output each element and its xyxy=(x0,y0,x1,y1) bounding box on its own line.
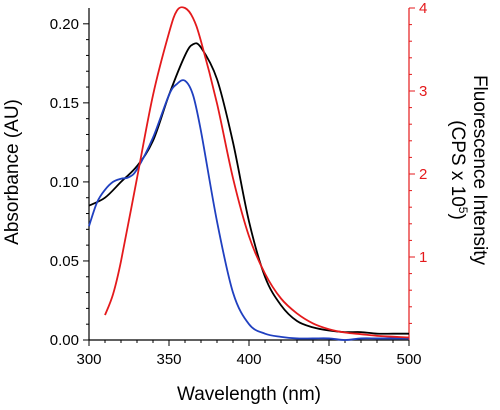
left-y-tick-label: 0.15 xyxy=(50,95,79,112)
x-tick-label: 450 xyxy=(316,351,341,368)
blue-absorbance-line xyxy=(88,79,409,341)
right-y-tick-label: 1 xyxy=(419,249,427,266)
left-y-tick-label: 0.10 xyxy=(50,174,79,191)
black-absorbance-line xyxy=(88,42,409,335)
chart-series xyxy=(88,6,410,341)
right-y-axis-title-line1: Fluorescence Intensity xyxy=(469,75,490,266)
x-tick-label: 300 xyxy=(76,351,101,368)
red-fluorescence-line xyxy=(104,6,410,339)
right-y-tick-label: 4 xyxy=(419,0,427,17)
chart-ticks: 300 350 400 450 500 0.00 0.05 0.10 0.15 0.20 1 2 3 4 xyxy=(50,0,428,368)
right-y-axis-title-superscript: 5 xyxy=(456,207,470,214)
left-y-tick-label: 0.20 xyxy=(50,16,79,33)
right-y-axis-title-suffix: ) xyxy=(447,213,468,219)
left-y-axis-title: Absorbance (AU) xyxy=(2,99,23,245)
left-y-tick-label: 0.05 xyxy=(50,253,79,270)
x-tick-label: 350 xyxy=(156,351,181,368)
right-y-axis-title-line2: (CPS x 105) xyxy=(447,120,470,220)
left-y-tick-label: 0.00 xyxy=(50,332,79,349)
x-tick-label: 500 xyxy=(396,351,421,368)
right-y-tick-label: 2 xyxy=(419,166,427,183)
right-y-axis-title-prefix: (CPS x 10 xyxy=(447,120,468,207)
x-axis-title: Wavelength (nm) xyxy=(177,384,321,405)
x-tick-label: 400 xyxy=(236,351,261,368)
right-y-tick-label: 3 xyxy=(419,83,427,100)
